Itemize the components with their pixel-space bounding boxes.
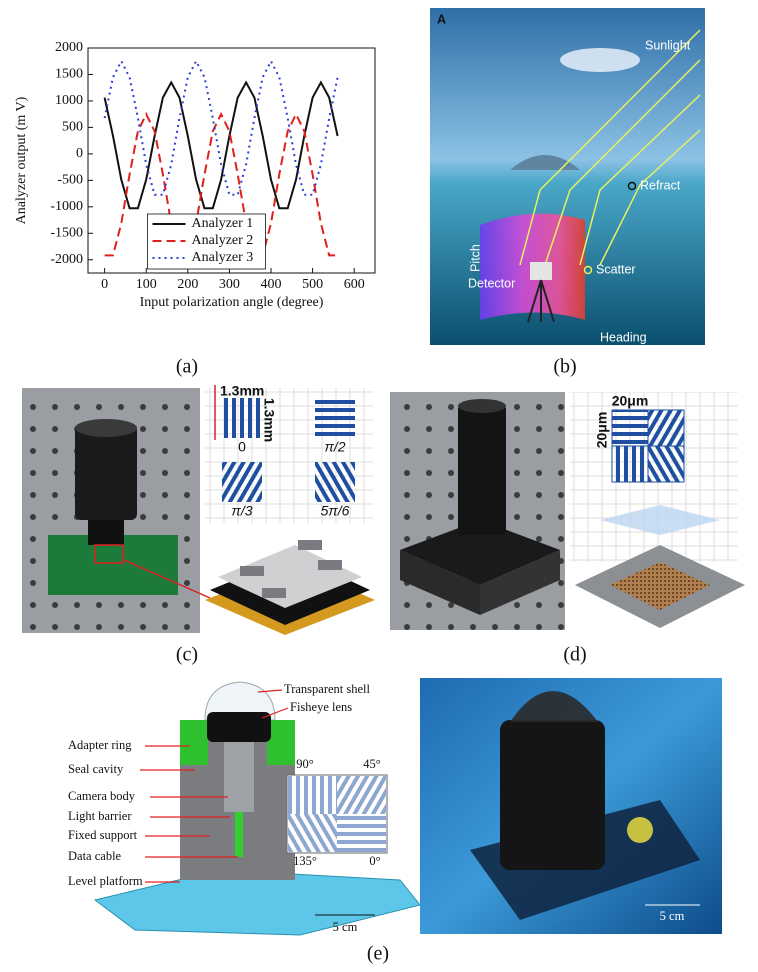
y-tick-label: 1000 [55,93,83,108]
stripes [222,398,262,438]
angle-label: 5π/6 [321,503,350,519]
y-tick-label: -1500 [50,226,83,241]
stripes [288,814,337,852]
caption: (a) [176,356,198,378]
lens-top [458,399,506,413]
dimension-label: 1.3mm [261,398,277,442]
stripes [315,462,355,502]
grating [318,560,342,570]
adapter [267,720,295,765]
label: Pitch [468,244,482,272]
angle-label: π/3 [231,503,252,519]
level [627,817,653,843]
label: Heading [600,330,647,344]
y-axis-label: Analyzer output (m V) [14,96,29,224]
y-tick-label: -2000 [50,252,83,267]
stripes [337,776,386,814]
y-tick-label: 0 [76,146,83,161]
x-tick-label: 200 [177,277,198,292]
panel-e-diagram: Transparent shell Fisheye lens Adapter r… [68,682,420,935]
part-label: Fisheye lens [290,700,352,714]
stripes [315,398,355,438]
caption: (d) [563,644,586,666]
stripes [337,814,386,852]
mount [88,520,124,545]
x-tick-label: 600 [344,277,365,292]
chart-a: -2000 -1500 -1000 -500 0 500 1000 1500 2000 0 100 2… [14,40,375,310]
camera [224,742,254,812]
x-tick-label: 0 [101,277,108,292]
legend-label: Analyzer 2 [192,233,254,248]
caption: (b) [553,356,576,378]
part-label: Data cable [68,849,122,863]
part-label: Adapter ring [68,738,132,752]
grating [298,540,322,550]
y-tick-label: -500 [57,173,83,188]
stripes [648,446,684,482]
y-tick-label: 2000 [55,40,83,55]
stripes [648,410,684,446]
angle-label: 135° [293,854,317,868]
detector [530,262,552,280]
x-axis-label: Input polarization angle (degree) [140,295,324,310]
scale-label: 5 cm [660,909,685,923]
stripes [612,446,648,482]
cable [235,812,243,857]
grating [262,588,286,598]
angle-label: 90° [296,757,314,771]
figure: -2000-1500-1000-500050010001500200001002… [0,0,758,967]
part-label: Transparent shell [284,682,371,696]
part-label: Level platform [68,874,143,888]
stripes [612,410,648,446]
legend-label: Analyzer 3 [192,250,254,265]
lens [458,405,506,535]
angle-label: 45° [363,757,381,771]
angle-label: 0° [369,854,380,868]
part-label: Camera body [68,789,136,803]
x-tick-label: 100 [136,277,157,292]
dimension-label: 20μm [612,393,649,409]
angle-label: π/2 [324,439,345,455]
panel-letter: A [437,12,446,26]
label: Refract [640,178,681,192]
x-tick-label: 300 [219,277,240,292]
y-tick-label: 1500 [55,67,83,82]
panel-d: 20μm 20μm [390,392,745,630]
fisheye [207,712,271,742]
label: Detector [468,276,515,290]
grating [240,566,264,576]
part-label: Light barrier [68,809,132,823]
housing [500,720,605,870]
panel-e-photo: 5 cm [420,678,722,934]
panel-c: 1.3mm 1.3mm 0 π/2 π/3 5π/6 [22,383,375,635]
x-tick-label: 400 [261,277,282,292]
label: Scatter [596,262,636,276]
y-tick-label: 500 [62,120,83,135]
cloud [560,48,640,72]
label: Sunlight [645,38,691,52]
caption: (e) [367,943,389,965]
y-tick-label: -1000 [50,199,83,214]
dimension-label: 20μm [594,412,610,449]
stripes [288,776,337,814]
adapter [180,720,208,765]
part-label: Seal cavity [68,762,124,776]
scale-label: 5 cm [333,920,358,934]
lens-top [75,419,137,437]
caption: (c) [176,644,198,666]
x-tick-label: 500 [302,277,323,292]
part-label: Fixed support [68,828,138,842]
panel-b: A Sunlight Refract Scatter Pitch Detecto… [430,8,705,345]
lens [75,425,137,520]
legend-label: Analyzer 1 [192,216,254,231]
angle-label: 0 [238,439,246,455]
dimension-label: 1.3mm [220,383,264,399]
stripes [222,462,262,502]
